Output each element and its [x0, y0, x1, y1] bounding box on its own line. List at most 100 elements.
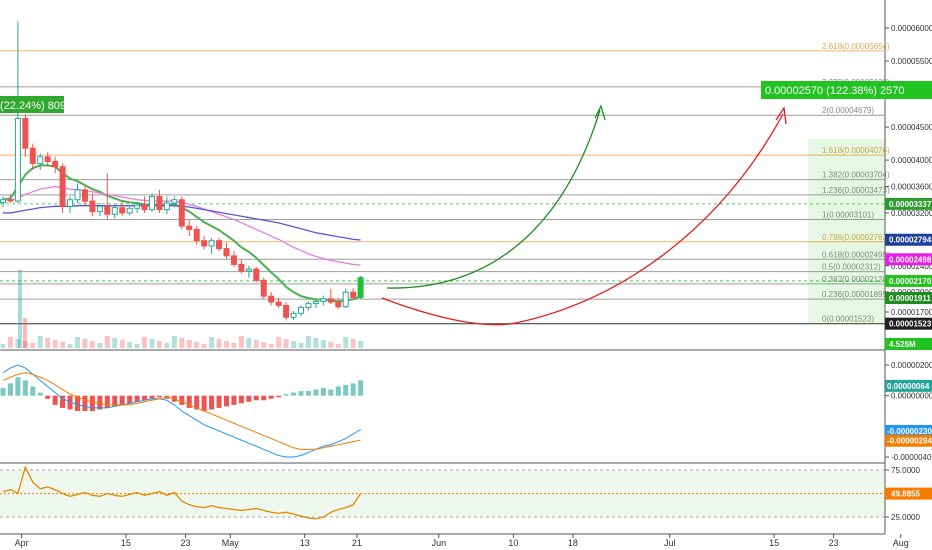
volume-bar — [313, 338, 319, 348]
price-badge — [885, 338, 932, 350]
volume-bar — [7, 337, 13, 348]
candle — [290, 312, 297, 318]
left-percent-badge: (22.24%) 809 — [0, 96, 66, 113]
candle — [178, 199, 185, 227]
x-tick-label: 10 — [508, 538, 518, 548]
candle — [149, 195, 155, 211]
x-tick-label: 18 — [568, 538, 578, 548]
y-tick-label: 0.00002400 — [891, 262, 932, 271]
candle — [327, 298, 334, 303]
candle — [96, 205, 103, 213]
candle — [238, 263, 245, 272]
macd-histogram-bar — [89, 395, 95, 411]
volume-bar — [350, 339, 356, 348]
projection-badge: 0.00002570 (122.38%) 2570 — [761, 81, 932, 99]
candle — [163, 202, 170, 211]
price-badge-label: 0.00001911 — [889, 294, 931, 303]
fib-label-0: 2.618(0.00005654) — [822, 42, 890, 51]
candle — [193, 228, 200, 242]
macd-histogram-bar — [276, 395, 282, 398]
rsi-badge-label: 49.8855 — [891, 490, 920, 499]
candle — [260, 279, 267, 297]
projection-arrows — [381, 104, 787, 326]
rsi-pane — [0, 465, 885, 520]
macd-histogram-bar — [358, 380, 364, 396]
candle — [22, 117, 29, 149]
candle — [305, 302, 312, 308]
volume-bar — [82, 339, 88, 348]
target-zone — [808, 138, 885, 324]
green-projection-arrow — [386, 109, 601, 289]
candle — [67, 199, 74, 207]
macd-tick-label: -0.00000400 — [891, 453, 932, 462]
macd-histogram-bar — [67, 395, 73, 410]
macd-histogram-bar — [149, 395, 155, 399]
x-tick-label: 23 — [829, 538, 839, 548]
volume-bar — [328, 342, 334, 348]
y-tick-label: 0.00003200 — [891, 209, 932, 218]
price-badge-label: 0.00002498 — [889, 255, 932, 264]
volume-bar — [112, 338, 118, 348]
macd-histogram-bar — [231, 395, 237, 405]
fib-label-12: 0(0.00001523) — [822, 315, 874, 324]
volume-bar — [142, 337, 148, 348]
macd-histogram-bar — [97, 395, 103, 410]
price-badge-label: 0.00003337 — [889, 200, 932, 209]
volume-bar — [186, 340, 192, 348]
candle — [89, 200, 96, 213]
macd-signal-line — [2, 372, 361, 450]
y-tick-label: 0.00006000 — [891, 24, 932, 33]
candle — [335, 301, 342, 308]
macd-histogram-bar — [112, 395, 118, 407]
volume-bar — [343, 337, 349, 348]
candle — [298, 306, 304, 314]
volume-bar — [22, 341, 28, 348]
candle — [0, 199, 6, 203]
macd-histogram-bar — [268, 395, 274, 399]
macd-badge — [885, 424, 932, 437]
x-tick-label: Jun — [432, 538, 447, 548]
volume-bar — [201, 344, 207, 348]
volume-bar — [23, 318, 27, 348]
macd-histogram-bar — [52, 395, 58, 405]
price-badge-label: 0.00001523 — [889, 320, 932, 329]
price-badge-label: 4.526M — [889, 340, 916, 349]
macd-histogram-bar — [350, 383, 356, 396]
y-tick-label: 0.00005500 — [891, 57, 932, 66]
volume-bar — [119, 340, 125, 348]
candle — [342, 291, 349, 308]
candle — [201, 240, 208, 247]
projection-label: 0.00002570 (122.38%) 2570 — [765, 85, 904, 97]
fibonacci-levels: 2.618(0.00005654)2.272(0.00005108)2(0.00… — [0, 42, 890, 325]
candle — [59, 166, 66, 207]
macd-histogram-bar — [0, 388, 6, 396]
fib-label-5: 1.236(0.00003473) — [822, 186, 890, 195]
x-tick-label: May — [222, 538, 240, 548]
fib-label-4: 1.382(0.00003704) — [822, 171, 890, 180]
volume-bar — [320, 340, 326, 348]
candle — [208, 240, 215, 247]
y-tick-label: 0.00001700 — [891, 308, 932, 317]
macd-histogram-bar — [15, 377, 21, 396]
volume-bar — [194, 342, 200, 348]
macd-histogram-bar — [37, 392, 43, 396]
y-tick-label: 0.00004500 — [891, 123, 932, 132]
candle — [320, 298, 327, 302]
x-tick-label: 15 — [121, 538, 131, 548]
volume-bar — [156, 341, 162, 348]
price-badge — [885, 253, 932, 266]
volume-bar — [179, 338, 185, 348]
candle — [111, 207, 118, 215]
y-tick-label: 0.00004000 — [891, 156, 932, 165]
left-percent-label: (22.24%) 809 — [0, 100, 66, 112]
candle — [81, 189, 88, 202]
volume-bar — [52, 340, 58, 348]
volume-spike — [18, 270, 22, 348]
macd-pane — [0, 364, 364, 458]
x-tick-label: 13 — [300, 538, 310, 548]
volume-bar — [261, 342, 267, 348]
candle — [350, 291, 357, 298]
volume-bar — [231, 343, 237, 348]
macd-histogram-bar — [283, 394, 289, 396]
